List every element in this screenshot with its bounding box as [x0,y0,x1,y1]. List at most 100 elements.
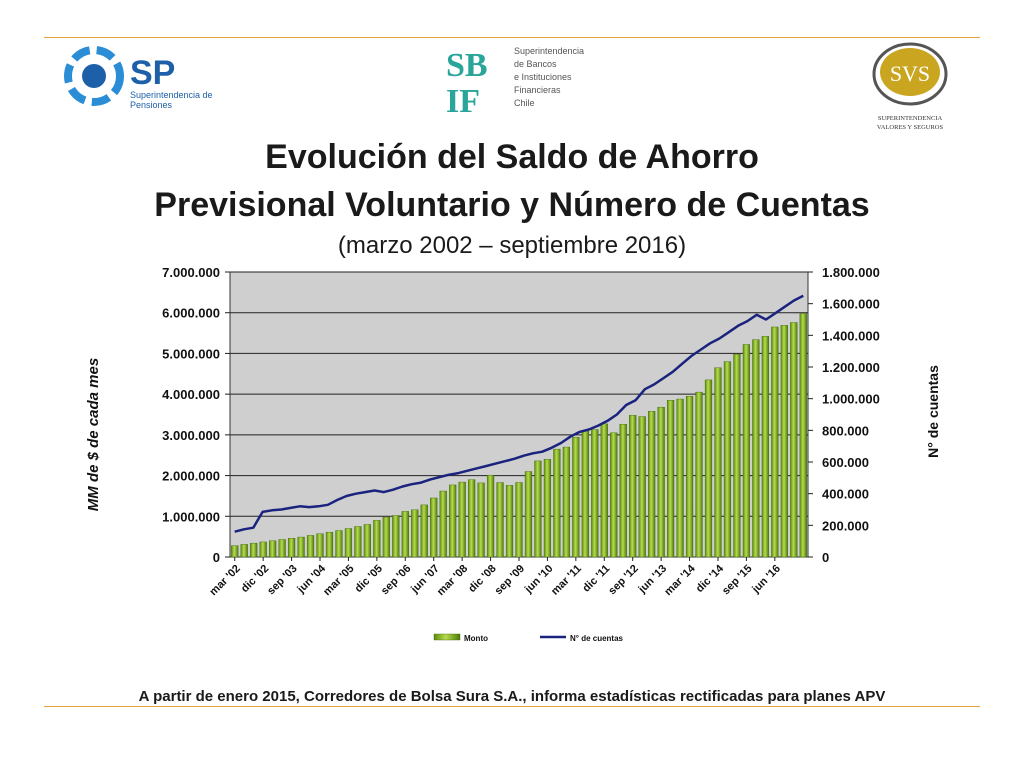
legend-line-label: N° de cuentas [570,634,624,643]
sbif-logo-mark-bottom: IF [446,83,480,116]
bar [269,540,277,558]
bar [666,400,675,558]
bar [325,531,334,558]
y-right-tick-label: 1.800.000 [822,265,880,280]
sbif-logo: SB IF Superintendencia de Bancos e Insti… [446,46,584,116]
bar [790,322,798,558]
bar [619,424,627,558]
y-right-tick-label: 1.600.000 [822,297,880,312]
bar [553,448,561,558]
y-left-tick-label: 5.000.000 [162,346,220,361]
sp-logo: SP Superintendencia de Pensiones [64,46,213,110]
sbif-logo-line: de Bancos [514,59,557,69]
chart-title-line2: Previsional Voluntario y Número de Cuent… [154,186,870,224]
chart-title-line1: Evolución del Saldo de Ahorro [265,138,759,176]
bar [420,504,428,558]
bar [278,539,286,558]
x-tick-label: sep '12 [606,563,641,598]
y-right-axis-label: N° de cuentas [925,365,941,458]
bar [240,544,248,558]
bar [392,515,400,558]
bar [610,432,618,558]
bar [486,474,495,558]
bar [449,484,457,558]
bar [685,395,694,558]
y-right-tick-label: 1.000.000 [822,392,880,407]
bar [733,354,741,558]
bar [363,524,372,558]
bar [543,459,552,558]
bar [430,497,438,558]
bar [648,411,656,558]
bar [600,423,608,558]
bar [752,339,760,558]
svs-logo-line1: SUPERINTENDENCIA [878,115,943,122]
bar [344,528,353,558]
bar [524,471,533,558]
legend-bar-swatch [433,633,461,641]
bar [306,535,315,558]
sbif-logo-mark-top: SB [446,47,488,84]
top-rule [44,37,980,38]
x-tick-label: jun '16 [749,563,783,597]
bar [259,541,267,558]
sp-logo-line2: Pensiones [130,100,173,110]
y-right-tick-label: 0 [822,550,829,565]
x-tick-label: mar '11 [549,563,584,598]
x-tick-label: sep '06 [379,563,414,598]
bar [401,511,409,558]
sbif-logo-line: Chile [514,98,535,108]
sp-logo-mark: SP [130,54,175,92]
bar [771,326,779,558]
bar [439,490,447,558]
bar [287,538,296,558]
svs-logo-line2: VALORES Y SEGUROS [877,124,944,131]
sp-logo-line1: Superintendencia de [130,90,213,100]
bottom-rule [44,706,980,707]
bar [761,336,769,558]
bar [496,482,504,558]
svs-logo: SVS SUPERINTENDENCIA VALORES Y SEGUROS [872,42,948,131]
chart: 0 1.000.000 2.000.000 3.000.000 4.000.000 5.0… [85,265,941,643]
bar [562,446,570,558]
bar [638,416,646,558]
sbif-logo-line: Financieras [514,85,561,95]
x-tick-label: mar '02 [207,563,242,598]
bar [657,406,665,558]
bar [742,344,751,558]
y-left-tick-label: 6.000.000 [162,306,220,321]
x-tick-label: sep '03 [265,563,300,598]
chart-subtitle: (marzo 2002 – septiembre 2016) [337,232,687,259]
sbif-logo-line: Superintendencia [514,46,584,56]
bar [704,379,713,558]
bar [297,536,305,558]
y-left-tick-label: 1.000.000 [162,509,220,524]
bar [572,437,580,558]
bar [411,509,419,558]
bar [250,542,258,558]
y-left-tick-label: 2.000.000 [162,469,220,484]
bar [581,430,589,558]
bar [373,520,381,558]
y-right-tick-label: 1.400.000 [822,328,880,343]
bar [629,415,637,558]
bar [591,429,599,558]
accounts-line [234,294,804,533]
y-left-tick-label: 0 [213,550,220,565]
y-right-tick-label: 1.200.000 [822,360,880,375]
bar [335,530,343,558]
y-right-tick-label: 600.000 [822,455,869,470]
x-tick-label: sep '09 [493,563,528,598]
bar [468,479,476,558]
bar [534,460,542,558]
bar [676,398,684,558]
x-tick-label: mar '14 [662,562,698,598]
bar [799,313,807,558]
legend-bar-label: Monto [464,634,488,643]
footnote: A partir de enero 2015, Corredores de Bo… [138,688,886,705]
bar [695,391,703,558]
x-tick-label: sep '15 [720,563,755,598]
bar [477,482,485,558]
sbif-logo-line: e Instituciones [514,72,572,82]
bar [780,325,788,558]
